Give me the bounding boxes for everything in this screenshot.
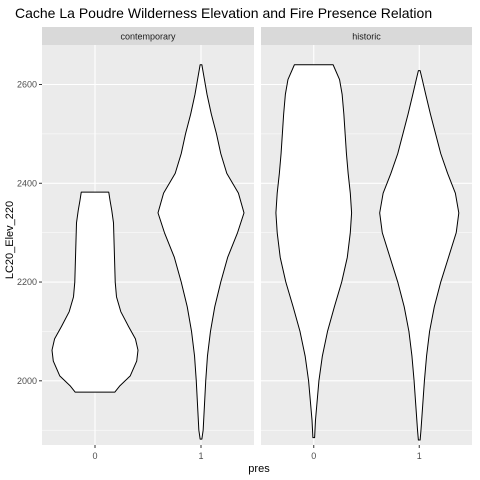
violin-historic-1 [379, 70, 460, 441]
x-tick-label: 1 [417, 451, 422, 461]
violin-contemporary-1 [157, 64, 245, 440]
strip-label-contemporary: contemporary [120, 32, 176, 42]
x-tick-label: 0 [92, 451, 97, 461]
y-axis-title: LC20_Elev_220 [4, 201, 16, 279]
chart-title: Cache La Poudre Wilderness Elevation and… [15, 5, 432, 21]
violin-historic-0 [275, 64, 353, 439]
y-tick-label: 2200 [17, 277, 37, 287]
y-axis: 2000 2200 2400 2600 [17, 80, 42, 386]
violin-contemporary-0 [51, 191, 139, 393]
x-tick-label: 1 [198, 451, 203, 461]
facet-panel-contemporary: contemporary [42, 27, 254, 445]
y-tick-label: 2000 [17, 376, 37, 386]
x-axis: 0 1 0 1 [92, 445, 422, 461]
y-tick-label: 2400 [17, 178, 37, 188]
strip-contemporary [42, 27, 254, 45]
x-tick-label: 0 [311, 451, 316, 461]
strip-label-historic: historic [352, 32, 381, 42]
x-axis-title: pres [248, 463, 270, 475]
facet-panel-historic: historic [261, 27, 472, 445]
y-tick-label: 2600 [17, 80, 37, 90]
facet-panels: contemporary historic [42, 27, 472, 445]
strip-historic [261, 27, 472, 45]
